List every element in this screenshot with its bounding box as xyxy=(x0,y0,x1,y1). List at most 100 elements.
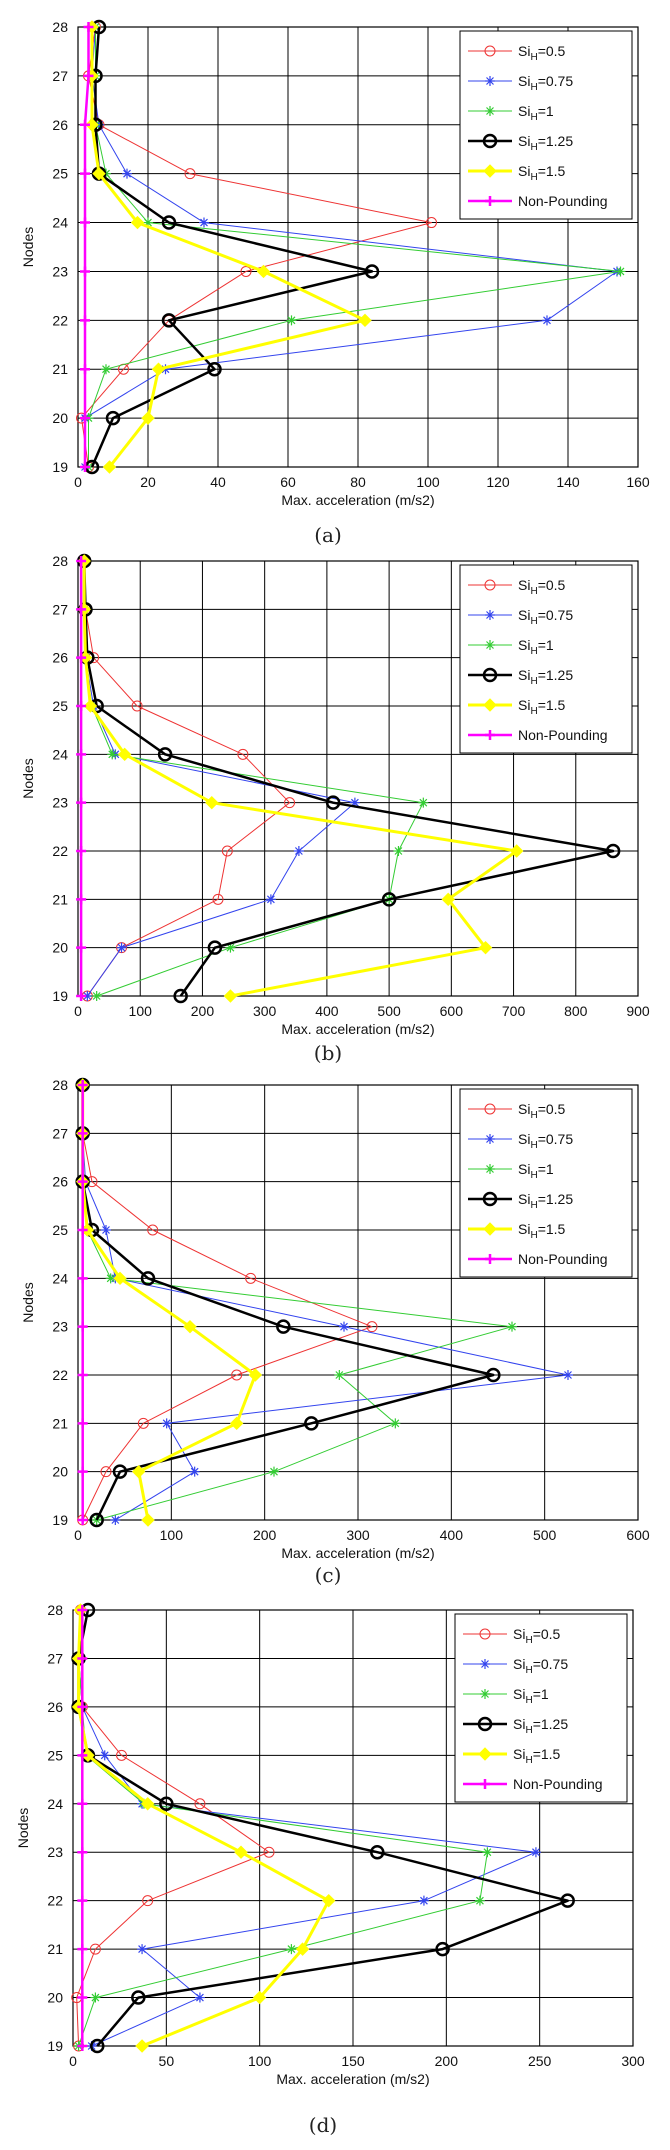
panel-0-legend-label-3-tail: =1.25 xyxy=(538,133,574,149)
panel-0-y-axis-label: Nodes xyxy=(20,227,36,267)
panel-1-legend-label-3-sub: H xyxy=(530,676,537,687)
panel-3-legend-label-5: Non-Pounding xyxy=(513,1776,603,1792)
panel-2-series-4-point-5 xyxy=(113,1271,127,1286)
panel-3-legend-label-2: SiH=1 xyxy=(513,1686,549,1706)
panel-1-series-2-point-1 xyxy=(225,942,236,953)
panel-0-series-0-line xyxy=(81,26,432,468)
panel-1-legend-label-4-tail: =1.5 xyxy=(538,697,566,713)
panel-1-series-5-point-0 xyxy=(76,991,87,1001)
panel-3-x-axis-label: Max. acceleration (m/s2) xyxy=(276,2071,429,2087)
panel-1-y-tick-label-2: 21 xyxy=(52,891,68,907)
panel-2-series-4-point-4 xyxy=(183,1319,197,1334)
panel-0-series-0-point-5 xyxy=(426,217,437,229)
panel-0-y-tick-label-3: 22 xyxy=(52,312,68,328)
panel-2-legend-label-4: SiH=1.5 xyxy=(518,1221,566,1241)
panel-2-series-3-point-5 xyxy=(140,1271,156,1286)
panel-3-series-0-point-5 xyxy=(194,1798,206,1810)
panel-0-series-2-point-4 xyxy=(615,266,626,277)
panel-2-y-tick-label-8: 27 xyxy=(52,1125,68,1141)
panel-0-series-3-line xyxy=(90,26,374,468)
panel-2-series-2-point-5 xyxy=(105,1273,116,1284)
panel-3-legend-label-1: SiH=0.75 xyxy=(513,1656,568,1676)
panel-2-series-2-point-2 xyxy=(390,1418,401,1429)
panel-1-series-legend-point-1 xyxy=(485,610,495,620)
panel-2-series-1-point-1 xyxy=(189,1466,200,1477)
panel-0-series-4-line xyxy=(90,27,367,468)
panel-0-legend-label-0-main: Si xyxy=(518,43,530,59)
panel-1-series-4-line xyxy=(82,561,519,998)
panel-1-x-axis-label: Max. acceleration (m/s2) xyxy=(281,1021,434,1037)
panel-2-legend-label-0-sub: H xyxy=(530,1110,537,1121)
panel-2-legend-label-3-main: Si xyxy=(518,1191,530,1207)
panel-2-legend-label-0-main: Si xyxy=(518,1101,530,1117)
panel-1-series-5-point-7 xyxy=(76,652,87,663)
panel-2-legend-label-2-tail: =1 xyxy=(538,1161,554,1177)
panel-0-series-1-point-5 xyxy=(199,217,209,228)
panel-1-y-tick-label-4: 23 xyxy=(52,795,68,811)
panel-2-series-5-point-0 xyxy=(77,1515,88,1525)
panel-1-y-tick-label-9: 28 xyxy=(52,553,68,569)
panel-3-x-tick-label-5: 250 xyxy=(528,2053,552,2069)
panel-2-legend-label-3-sub: H xyxy=(530,1200,537,1211)
panel-0-series-3-point-4 xyxy=(364,264,380,279)
panel-1-series-5-point-2 xyxy=(76,894,87,905)
panel-0-series-3-point-1 xyxy=(105,410,121,426)
panel-2-series-4-point-2 xyxy=(229,1416,244,1431)
panel-1-series-legend-point-4 xyxy=(483,698,497,712)
panel-3-series-4-point-2 xyxy=(295,1942,310,1956)
panel-2-caption: (c) xyxy=(315,1563,342,1587)
panel-1-series-5-point-8 xyxy=(76,604,87,615)
panel-0-series-5-point-9 xyxy=(83,22,94,32)
panel-2-series-5-point-2 xyxy=(77,1418,88,1429)
panel-0-y-tick-label-4: 23 xyxy=(52,263,68,279)
panel-2-series-0-point-5 xyxy=(245,1272,257,1284)
panel-0-legend-label-2-main: Si xyxy=(518,103,530,119)
panel-3-series-4-point-1 xyxy=(252,1990,267,2005)
panel-0-series-0-point-6 xyxy=(184,168,196,180)
panel-3-series-3-point-3 xyxy=(560,1893,575,1908)
panel-1-legend-label-5-main: Non-Pounding xyxy=(518,727,608,743)
panel-2-series-5-point-9 xyxy=(77,1080,88,1090)
panel-1-series-5 xyxy=(76,556,87,1001)
panel-3-legend-label-1-main: Si xyxy=(513,1656,525,1672)
panel-0-series-5-point-8 xyxy=(83,70,94,81)
panel-0-legend-label-3-sub: H xyxy=(530,142,537,153)
panel-0-legend-label-4: SiH=1.5 xyxy=(518,163,566,183)
panel-3-series-4-point-3 xyxy=(322,1893,336,1908)
panel-3-legend-label-3-main: Si xyxy=(513,1716,525,1732)
panel-1-series-legend-point-2 xyxy=(485,640,495,650)
panel-3-x-tick-label-0: 0 xyxy=(69,2053,77,2069)
panel-1-series-1-point-4 xyxy=(349,797,360,808)
panel-2-legend-label-1-sub: H xyxy=(530,1140,537,1151)
panel-0-y-tick-label-1: 20 xyxy=(52,410,68,426)
panel-1-series-legend-point-5 xyxy=(485,730,495,740)
panel-3-series-1-point-6 xyxy=(99,1750,110,1761)
panel-3-y-tick-label-4: 23 xyxy=(47,1844,63,1860)
panel-1-legend-label-0: SiH=0.5 xyxy=(518,577,566,597)
panel-1-series-4-point-4 xyxy=(205,795,219,810)
panel-3-series-3-point-4 xyxy=(370,1844,385,1860)
panel-0-x-tick-label-7: 140 xyxy=(556,474,580,490)
panel-2-series-2-point-1 xyxy=(269,1466,279,1477)
panel-0-y-tick-label-2: 21 xyxy=(52,361,68,377)
panel-2-axes-frame xyxy=(77,1084,639,1521)
panel-1-series-1-point-1 xyxy=(116,942,127,953)
panel-3-legend-label-4-sub: H xyxy=(525,1755,532,1766)
panel-0-series-legend-point-0 xyxy=(484,45,496,57)
panel-2-legend-label-3: SiH=1.25 xyxy=(518,1191,573,1211)
panel-3-legend-label-1-sub: H xyxy=(525,1665,532,1676)
panel-3-y-tick-label-2: 21 xyxy=(47,1941,63,1957)
panel-3-legend-label-4-tail: =1.5 xyxy=(533,1746,561,1762)
panel-1-x-tick-label-2: 200 xyxy=(191,1003,215,1019)
panel-0-series-5-point-6 xyxy=(80,168,90,179)
panel-1-series-5-point-5 xyxy=(76,749,87,760)
panel-0-y-tick-label-5: 24 xyxy=(52,215,68,231)
panel-0-legend-label-2-tail: =1 xyxy=(538,103,554,119)
panel-0-legend-label-4-tail: =1.5 xyxy=(538,163,566,179)
panel-2-series-5-point-4 xyxy=(77,1321,88,1332)
panel-2-series-legend-point-3 xyxy=(482,1191,498,1207)
panel-1-y-tick-label-0: 19 xyxy=(52,988,68,1004)
panel-2-series-4-point-0 xyxy=(141,1513,155,1527)
panel-3-legend-box xyxy=(454,1613,628,1803)
panel-2-series-4-point-3 xyxy=(248,1368,263,1382)
